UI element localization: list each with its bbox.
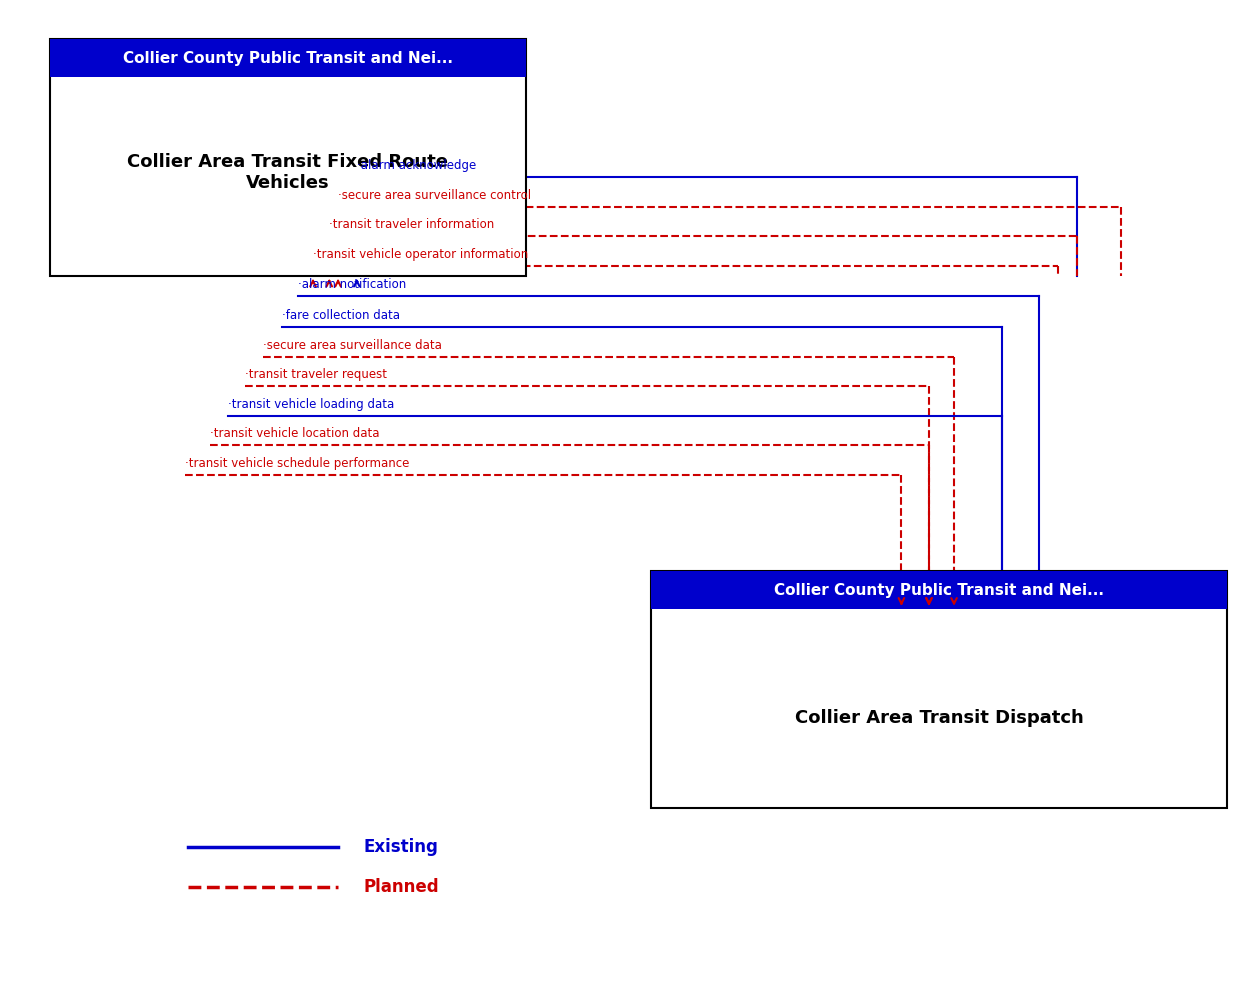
Text: ·transit vehicle operator information: ·transit vehicle operator information bbox=[313, 248, 528, 261]
Text: ·secure area surveillance control: ·secure area surveillance control bbox=[338, 189, 531, 202]
Text: Planned: Planned bbox=[363, 878, 438, 895]
FancyBboxPatch shape bbox=[50, 39, 526, 276]
Text: Existing: Existing bbox=[363, 838, 438, 856]
Text: ·transit vehicle schedule performance: ·transit vehicle schedule performance bbox=[185, 457, 409, 470]
Text: ·transit traveler information: ·transit traveler information bbox=[329, 219, 495, 231]
Text: ·transit vehicle loading data: ·transit vehicle loading data bbox=[228, 398, 394, 411]
Text: ·fare collection data: ·fare collection data bbox=[282, 309, 399, 322]
Text: Collier Area Transit Dispatch: Collier Area Transit Dispatch bbox=[795, 709, 1083, 727]
Text: Collier County Public Transit and Nei...: Collier County Public Transit and Nei... bbox=[123, 50, 453, 66]
Text: ·transit vehicle location data: ·transit vehicle location data bbox=[210, 427, 379, 440]
FancyBboxPatch shape bbox=[651, 571, 1227, 808]
Text: ·transit traveler request: ·transit traveler request bbox=[245, 368, 387, 381]
Text: Collier County Public Transit and Nei...: Collier County Public Transit and Nei... bbox=[774, 582, 1104, 598]
Text: ·alarm acknowledge: ·alarm acknowledge bbox=[357, 160, 476, 172]
FancyBboxPatch shape bbox=[50, 39, 526, 77]
Text: Collier Area Transit Fixed Route
Vehicles: Collier Area Transit Fixed Route Vehicle… bbox=[128, 153, 448, 192]
FancyBboxPatch shape bbox=[651, 571, 1227, 609]
Text: ·secure area surveillance data: ·secure area surveillance data bbox=[263, 339, 442, 352]
Text: ·alarm notification: ·alarm notification bbox=[298, 278, 406, 291]
